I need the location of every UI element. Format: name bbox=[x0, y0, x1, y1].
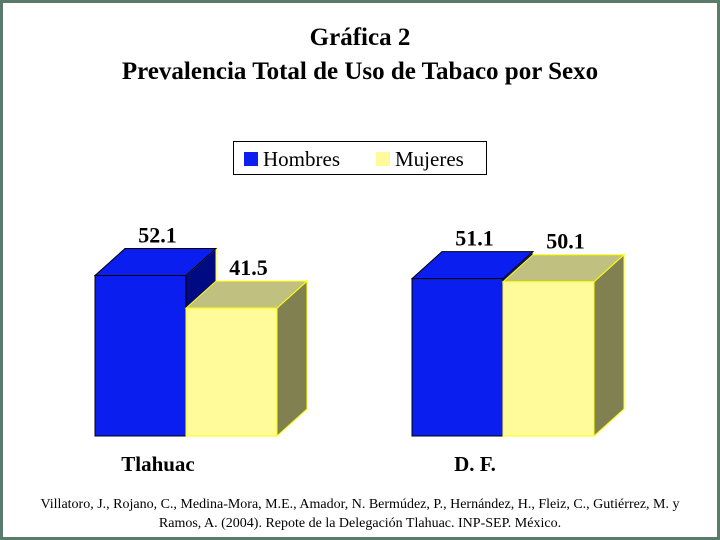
legend-label-mujeres: Mujeres bbox=[395, 146, 464, 171]
data-label-mujeres-1: 50.1 bbox=[546, 229, 585, 254]
data-label-hombres-1: 51.1 bbox=[455, 226, 494, 251]
legend-swatch-hombres bbox=[244, 152, 258, 166]
data-label-mujeres-0: 41.5 bbox=[229, 255, 268, 280]
source-citation: Villatoro, J., Rojano, C., Medina-Mora, … bbox=[40, 497, 680, 531]
bar-side-mujeres-1 bbox=[593, 253, 625, 438]
chart-subtitle: Prevalencia Total de Uso de Tabaco por S… bbox=[121, 58, 599, 85]
legend-label-hombres: Hombres bbox=[263, 146, 340, 171]
category-label-1: D. F. bbox=[454, 452, 496, 476]
category-label-0: Tlahuac bbox=[121, 452, 195, 476]
bar-mujeres-0 bbox=[185, 307, 278, 437]
chart-legend: Hombres Mujeres bbox=[233, 141, 487, 175]
bar-hombres-0 bbox=[94, 275, 187, 437]
legend-item-mujeres: Mujeres bbox=[376, 146, 464, 171]
data-label-hombres-0: 52.1 bbox=[138, 223, 177, 248]
bar-mujeres-1 bbox=[502, 281, 595, 437]
legend-swatch-mujeres bbox=[376, 152, 390, 166]
bar-hombres-1 bbox=[411, 278, 504, 437]
chart-title: Gráfica 2 bbox=[309, 24, 411, 51]
legend-item-hombres: Hombres bbox=[244, 146, 340, 171]
